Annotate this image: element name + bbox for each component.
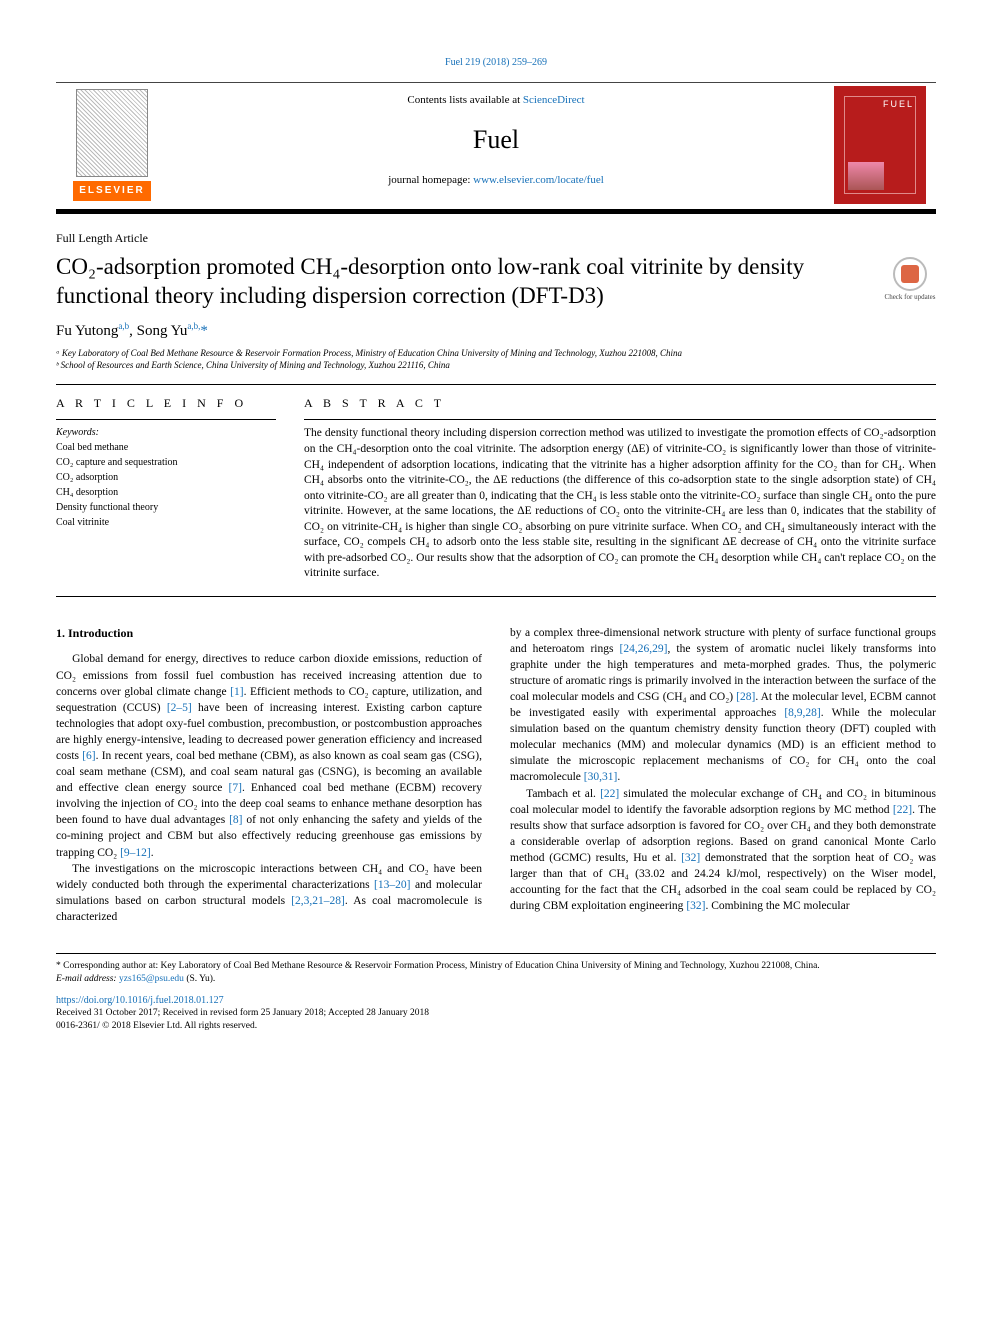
- journal-cover-thumbnail: FUEL: [834, 86, 926, 204]
- keyword-item: CO₂ adsorption: [56, 470, 276, 485]
- body-paragraph: Global demand for energy, directives to …: [56, 651, 482, 860]
- article-history: Received 31 October 2017; Received in re…: [56, 1007, 936, 1020]
- keyword-item: Coal bed methane: [56, 440, 276, 455]
- homepage-prefix: journal homepage:: [388, 174, 473, 186]
- copyright-line: 0016-2361/ © 2018 Elsevier Ltd. All righ…: [56, 1020, 936, 1033]
- body-text: 1. Introduction Global demand for energy…: [56, 625, 936, 925]
- sciencedirect-link[interactable]: ScienceDirect: [523, 94, 585, 106]
- email-line: E-mail address: yzs165@psu.edu (S. Yu).: [56, 973, 936, 986]
- body-paragraph: Tambach et al. [22] simulated the molecu…: [510, 786, 936, 915]
- keyword-item: Coal vitrinite: [56, 515, 276, 530]
- contents-prefix: Contents lists available at: [407, 94, 522, 106]
- keyword-item: Density functional theory: [56, 500, 276, 515]
- corresponding-author-note: * Corresponding author at: Key Laborator…: [56, 960, 936, 973]
- email-link[interactable]: yzs165@psu.edu: [119, 974, 184, 984]
- footnotes: * Corresponding author at: Key Laborator…: [56, 953, 936, 1033]
- crossmark-icon: [893, 257, 927, 291]
- section-heading: 1. Introduction: [56, 625, 482, 642]
- email-suffix: (S. Yu).: [184, 974, 215, 984]
- keyword-item: CO₂ capture and sequestration: [56, 455, 276, 470]
- check-for-updates-badge[interactable]: Check for updates: [884, 253, 936, 303]
- affiliation-a: ᵃ Key Laboratory of Coal Bed Methane Res…: [56, 348, 936, 360]
- article-title: CO₂-adsorption promoted CH₄-desorption o…: [56, 253, 872, 311]
- keyword-item: CH₄ desorption: [56, 485, 276, 500]
- affiliations: ᵃ Key Laboratory of Coal Bed Methane Res…: [56, 348, 936, 371]
- authors: Fu Yutonga,b, Song Yua,b,*: [56, 320, 936, 342]
- article-info-heading: A R T I C L E I N F O: [56, 395, 276, 412]
- abstract-text: The density functional theory including …: [304, 426, 936, 581]
- doi-link[interactable]: https://doi.org/10.1016/j.fuel.2018.01.1…: [56, 994, 936, 1008]
- header-rule: [56, 209, 936, 214]
- journal-homepage-link[interactable]: www.elsevier.com/locate/fuel: [473, 174, 604, 186]
- body-paragraph: by a complex three-dimensional network s…: [510, 625, 936, 786]
- journal-name: Fuel: [168, 122, 824, 158]
- journal-header: ELSEVIER Contents lists available at Sci…: [56, 82, 936, 207]
- section-title: Introduction: [68, 626, 133, 640]
- keywords-label: Keywords:: [56, 426, 276, 440]
- journal-cover-label: FUEL: [883, 98, 914, 111]
- contents-lists-line: Contents lists available at ScienceDirec…: [168, 93, 824, 108]
- abstract-heading: A B S T R A C T: [304, 395, 936, 412]
- body-paragraph: The investigations on the microscopic in…: [56, 861, 482, 925]
- check-for-updates-label: Check for updates: [885, 293, 936, 303]
- email-label: E-mail address:: [56, 974, 119, 984]
- publisher-logo-block: ELSEVIER: [56, 83, 168, 207]
- publisher-name: ELSEVIER: [73, 181, 150, 201]
- keywords-list: Coal bed methane CO₂ capture and sequest…: [56, 440, 276, 530]
- article-type: Full Length Article: [56, 230, 936, 247]
- running-citation: Fuel 219 (2018) 259–269: [56, 56, 936, 70]
- journal-homepage-line: journal homepage: www.elsevier.com/locat…: [168, 173, 824, 188]
- affiliation-b: ᵇ School of Resources and Earth Science,…: [56, 360, 936, 372]
- elsevier-tree-icon: [76, 89, 148, 177]
- journal-cover-image-icon: [848, 162, 884, 190]
- section-number: 1.: [56, 626, 65, 640]
